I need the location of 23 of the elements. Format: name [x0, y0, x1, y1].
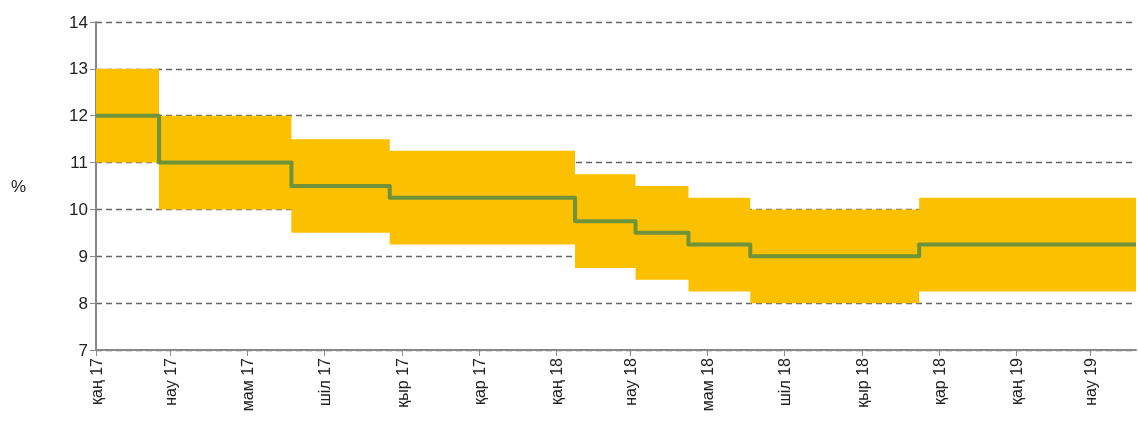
y-tick-label: 13	[69, 59, 88, 79]
y-tick-label: 11	[70, 153, 88, 173]
x-tick-label: қыр 18	[853, 357, 871, 408]
x-tick-label: қаң 19	[1007, 357, 1025, 405]
x-tick-label: қыр 17	[393, 357, 411, 408]
x-tick-label: қар 17	[470, 357, 488, 406]
x-tick-label: қаң 17	[87, 357, 105, 405]
x-tick-label: шіл 18	[775, 357, 793, 406]
x-tick-label: қаң 18	[547, 357, 565, 405]
x-tick-label: нау 18	[622, 357, 639, 406]
x-tick-label: қар 18	[930, 357, 948, 406]
x-tick-label: мам 17	[238, 357, 256, 412]
y-axis-title: %	[10, 176, 26, 196]
x-tick-label: нау 19	[1082, 357, 1100, 406]
x-tick-label: нау 17	[161, 357, 179, 406]
x-tick-label: шіл 17	[315, 357, 333, 406]
y-tick-label: 14	[69, 12, 88, 32]
y-tick-label: 8	[78, 293, 88, 313]
y-tick-label: 7	[78, 340, 88, 360]
y-tick-label: 12	[69, 106, 88, 126]
x-tick-label: мам 18	[698, 357, 716, 412]
y-tick-label: 10	[69, 199, 88, 219]
y-tick-label: 9	[78, 246, 88, 266]
